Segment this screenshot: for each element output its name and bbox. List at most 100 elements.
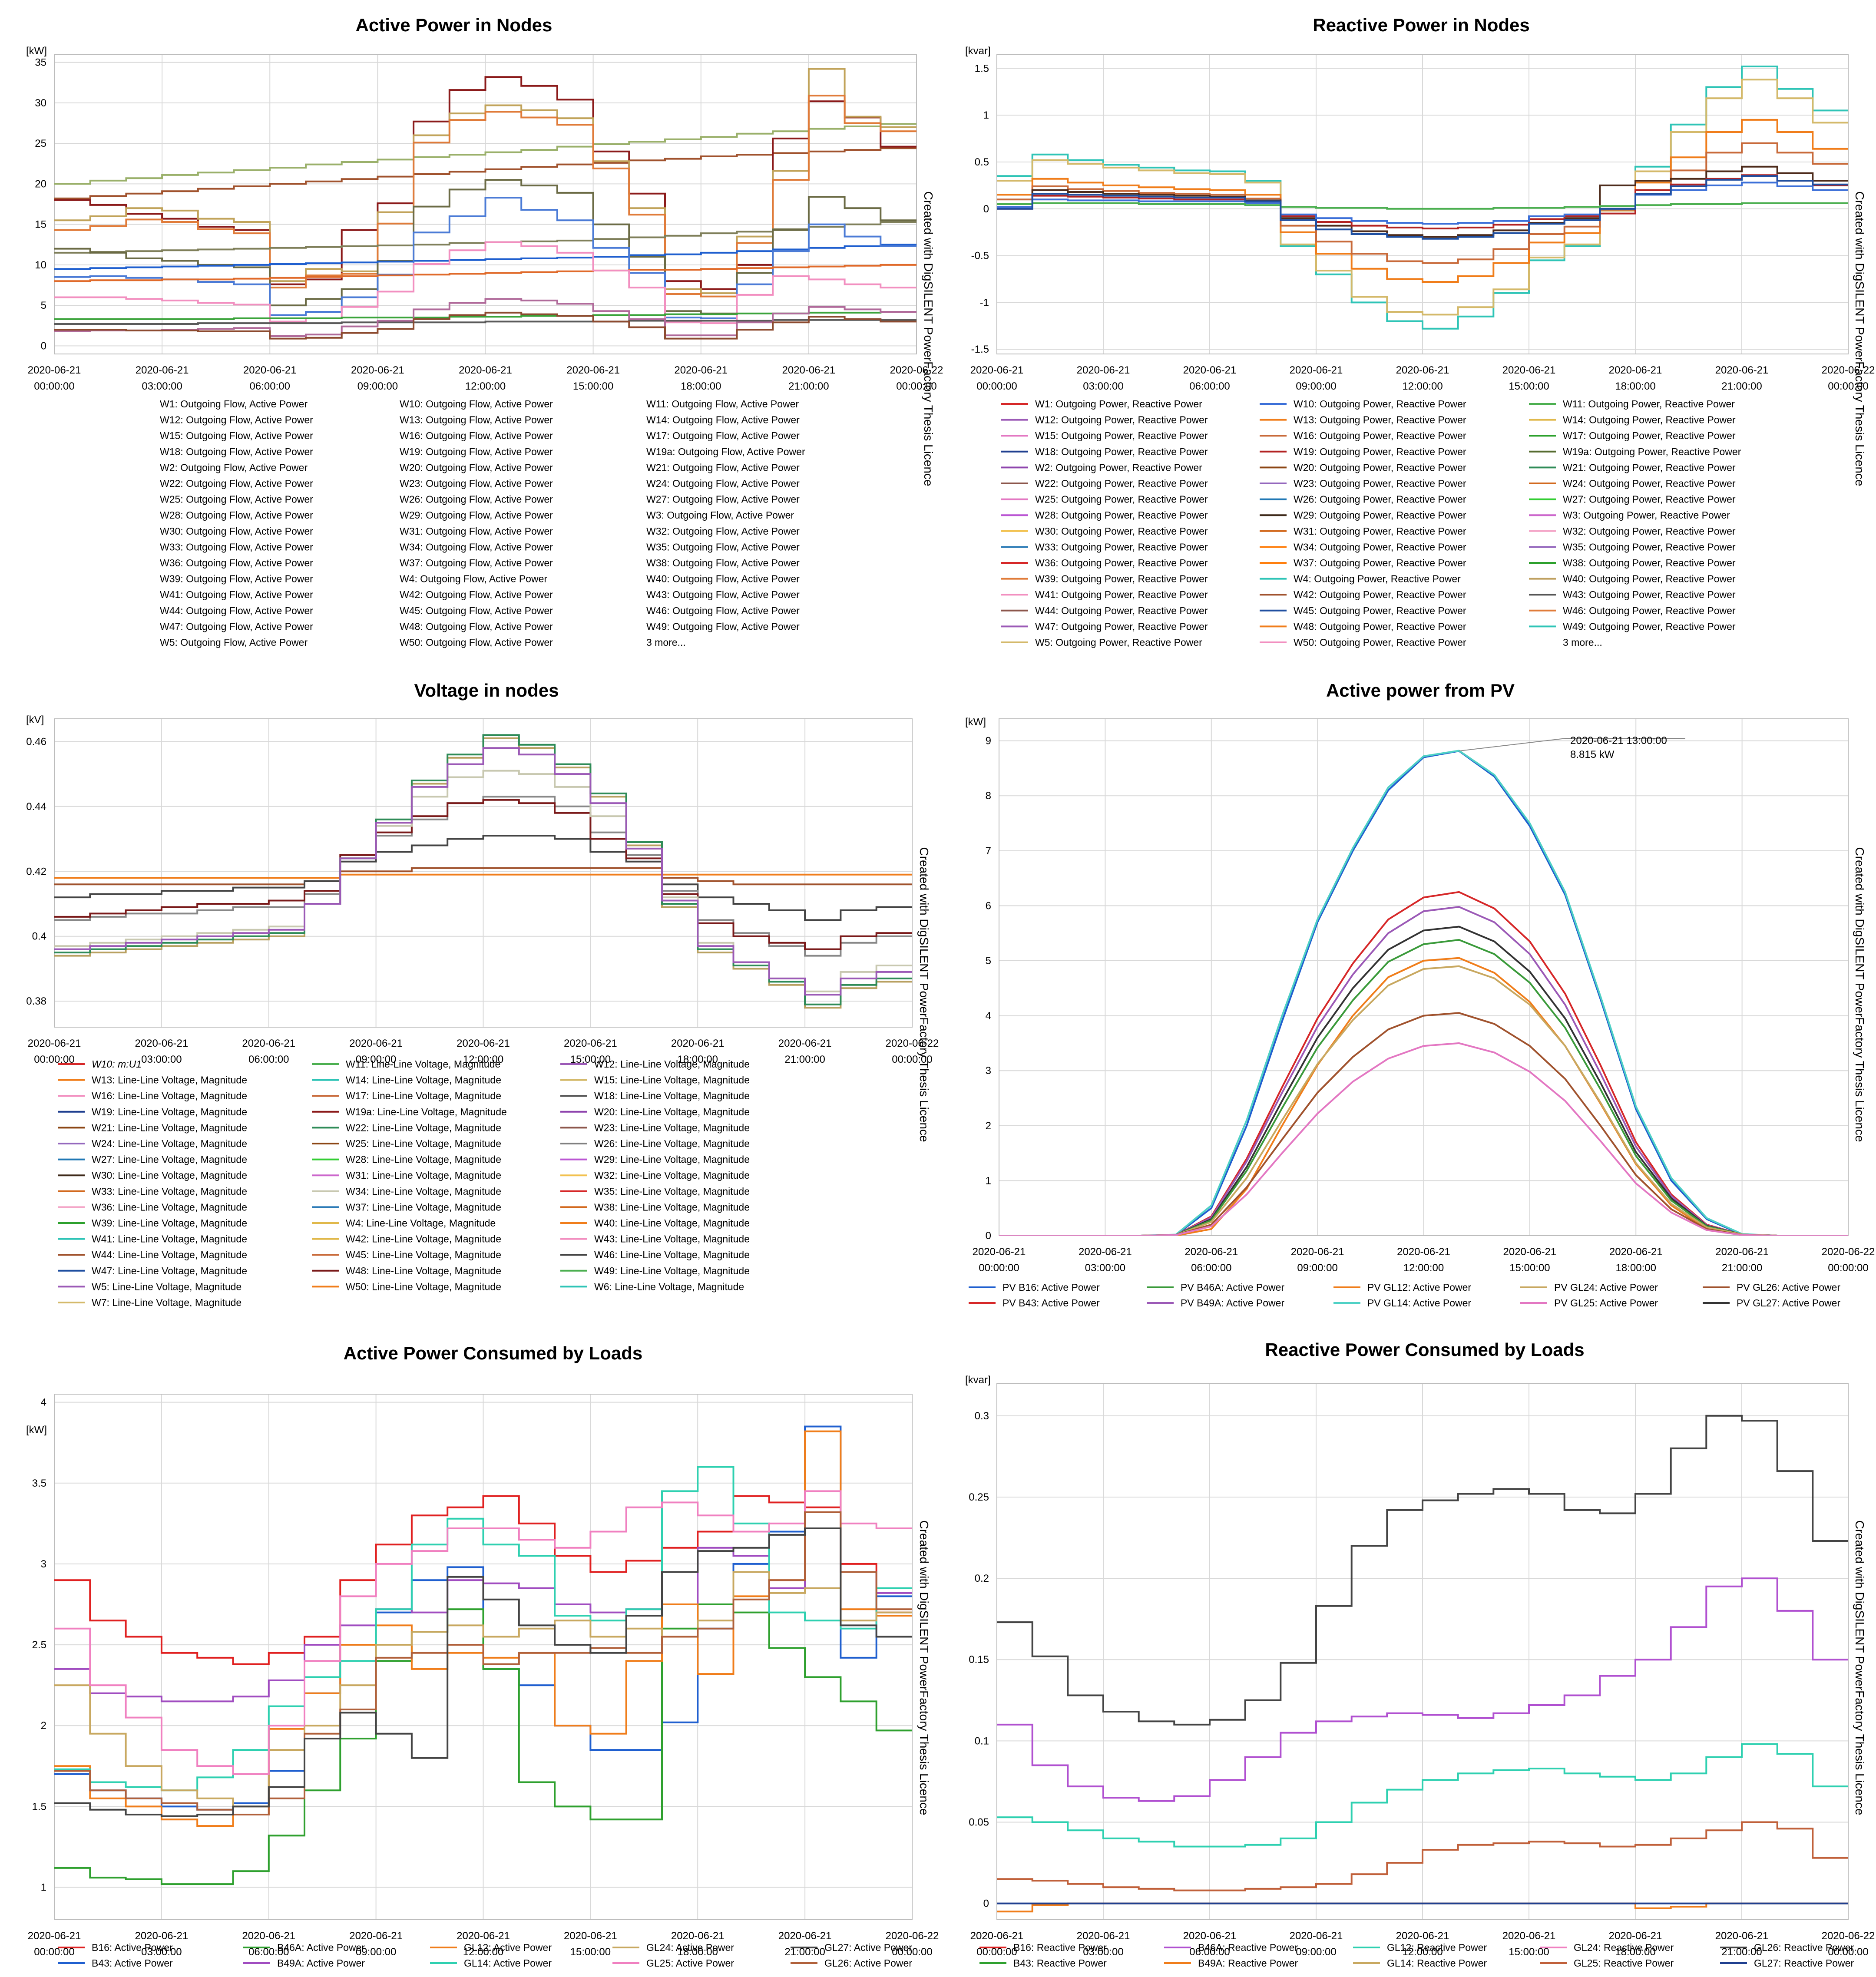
x-tick-label: 2020-06-21 (1715, 364, 1769, 376)
x-tick-label: 00:00:00 (1828, 1946, 1868, 1958)
legend-label: B49A: Active Power (277, 1957, 365, 1969)
y-tick-label: 0.1 (975, 1735, 989, 1747)
x-tick-label: 12:00:00 (463, 1054, 503, 1065)
legend-label: W27: Outgoing Power, Reactive Power (1563, 494, 1736, 505)
x-tick-label: 2020-06-21 (1396, 364, 1449, 376)
legend-label: W44: Outgoing Power, Reactive Power (1035, 605, 1208, 616)
legend-label: W25: Line-Line Voltage, Magnitude (346, 1138, 501, 1149)
legend-label: PV B49A: Active Power (1181, 1297, 1284, 1309)
x-tick-label: 00:00:00 (34, 380, 74, 392)
annotation-leader (1459, 738, 1566, 752)
y-tick-label: 3 (986, 1065, 991, 1077)
legend-label: W14: Outgoing Flow, Active Power (646, 414, 800, 426)
series-line (54, 241, 916, 324)
legend-label: W24: Outgoing Flow, Active Power (646, 478, 800, 489)
x-tick-label: 2020-06-21 (28, 1930, 81, 1942)
series-line (997, 142, 1848, 264)
legend-label: W17: Outgoing Flow, Active Power (646, 430, 800, 441)
legend-label: B43: Active Power (92, 1957, 173, 1969)
x-tick-label: 2020-06-21 (1184, 1246, 1238, 1258)
y-tick-label: -1 (980, 297, 989, 308)
y-tick-label: 15 (35, 219, 46, 231)
x-tick-label: 00:00:00 (1828, 1262, 1868, 1274)
legend-label: W50: Outgoing Flow, Active Power (400, 637, 553, 648)
chart-title: Reactive Power Consumed by Loads (1265, 1339, 1584, 1360)
series-line (999, 965, 1848, 1236)
x-tick-label: 06:00:00 (1189, 1946, 1230, 1958)
y-tick-label: 5 (986, 955, 991, 967)
x-tick-label: 2020-06-22 (1822, 1930, 1875, 1942)
series-line (999, 939, 1848, 1236)
legend-label: GL25: Active Power (646, 1957, 734, 1969)
x-tick-label: 06:00:00 (1189, 380, 1230, 392)
legend-label: W1: Outgoing Power, Reactive Power (1035, 398, 1202, 410)
legend-label: W2: Outgoing Flow, Active Power (160, 462, 308, 473)
series-line (997, 175, 1848, 240)
legend-label: W48: Line-Line Voltage, Magnitude (346, 1265, 501, 1276)
y-tick-label: 0.15 (969, 1654, 989, 1666)
series-line (997, 1577, 1848, 1802)
legend-label: W10: m:U1 (92, 1058, 142, 1070)
x-tick-label: 2020-06-21 (349, 1038, 403, 1049)
legend-label: W34: Outgoing Flow, Active Power (400, 541, 553, 552)
x-tick-label: 2020-06-21 (778, 1038, 832, 1049)
x-tick-label: 06:00:00 (1191, 1262, 1231, 1274)
legend-label: W27: Line-Line Voltage, Magnitude (92, 1154, 247, 1165)
x-tick-label: 2020-06-21 (1077, 364, 1130, 376)
legend-label: W39: Line-Line Voltage, Magnitude (92, 1217, 247, 1229)
legend-label: W11: Outgoing Flow, Active Power (646, 398, 799, 410)
legend: W10: m:U1 W11: Line-Line Voltage, Magnitu… (58, 1058, 750, 1308)
y-tick-label: 0.25 (969, 1491, 989, 1503)
legend-label: PV GL24: Active Power (1554, 1282, 1658, 1293)
y-tick-label: 0 (986, 1230, 991, 1242)
legend-label: W49: Outgoing Flow, Active Power (646, 621, 800, 632)
legend-label: PV B43: Active Power (1003, 1297, 1100, 1309)
legend-label: W29: Line-Line Voltage, Magnitude (594, 1154, 750, 1165)
x-tick-label: 03:00:00 (141, 1946, 182, 1958)
legend-label: W4: Line-Line Voltage, Magnitude (346, 1217, 496, 1229)
x-tick-label: 2020-06-21 (1079, 1246, 1132, 1258)
x-tick-label: 21:00:00 (1722, 1262, 1762, 1274)
y-tick-label: 8 (986, 790, 991, 802)
legend-label: W29: Outgoing Power, Reactive Power (1294, 509, 1466, 521)
legend-label: GL24: Reactive Power (1574, 1942, 1674, 1953)
series-line (54, 1495, 912, 1665)
legend-label: W37: Outgoing Power, Reactive Power (1294, 557, 1466, 569)
y-tick-label: 3 (41, 1558, 46, 1570)
legend-label: W16: Outgoing Power, Reactive Power (1294, 430, 1466, 441)
y-tick-label: 2 (986, 1120, 991, 1132)
legend-label: W5: Outgoing Power, Reactive Power (1035, 637, 1202, 648)
x-tick-label: 12:00:00 (1402, 380, 1443, 392)
legend-label: W37: Line-Line Voltage, Magnitude (346, 1201, 501, 1213)
legend-label: W44: Outgoing Flow, Active Power (160, 605, 313, 616)
legend-label: W45: Line-Line Voltage, Magnitude (346, 1249, 501, 1260)
y-tick-label: 5 (41, 300, 46, 311)
x-tick-label: 2020-06-21 (1502, 364, 1556, 376)
chart-title: Active Power Consumed by Loads (344, 1343, 643, 1363)
legend-label: W32: Outgoing Flow, Active Power (646, 526, 800, 537)
x-tick-label: 21:00:00 (1721, 380, 1762, 392)
legend-label: W20: Outgoing Flow, Active Power (400, 462, 553, 473)
x-tick-label: 09:00:00 (356, 1946, 396, 1958)
x-tick-label: 15:00:00 (1509, 380, 1549, 392)
x-tick-label: 18:00:00 (1615, 380, 1655, 392)
series-line (54, 1527, 912, 1817)
y-unit-label: [kW] (26, 1424, 47, 1436)
legend-label: W49: Outgoing Power, Reactive Power (1563, 621, 1736, 632)
x-tick-label: 2020-06-21 (970, 364, 1024, 376)
x-tick-label: 12:00:00 (465, 380, 506, 392)
annotation-value: 8.815 kW (1570, 749, 1615, 760)
legend-label: W46: Outgoing Flow, Active Power (646, 605, 800, 616)
x-tick-label: 2020-06-21 (564, 1930, 617, 1942)
x-tick-label: 2020-06-21 (970, 1930, 1024, 1942)
x-tick-label: 2020-06-21 (674, 364, 728, 376)
legend-label: W10: Outgoing Flow, Active Power (400, 398, 553, 410)
legend-label: GL27: Active Power (824, 1942, 912, 1953)
x-tick-label: 03:00:00 (1083, 380, 1123, 392)
x-tick-label: 2020-06-21 (1397, 1246, 1450, 1258)
legend-label: W33: Outgoing Flow, Active Power (160, 541, 313, 552)
x-tick-label: 2020-06-21 (778, 1930, 832, 1942)
legend-label: GL24: Active Power (646, 1942, 734, 1953)
legend-label: W47: Outgoing Flow, Active Power (160, 621, 313, 632)
